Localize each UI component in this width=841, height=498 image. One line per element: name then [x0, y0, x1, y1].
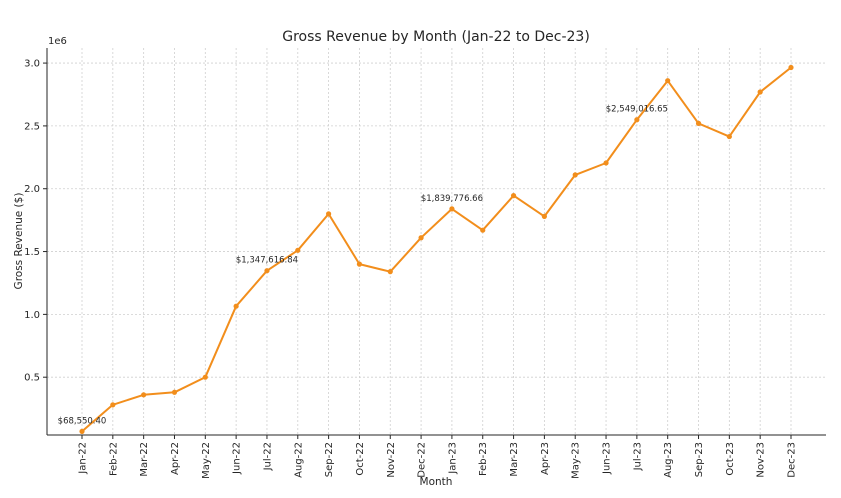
data-point	[726, 133, 732, 140]
data-point	[541, 213, 547, 219]
data-point	[480, 227, 486, 233]
data-point	[788, 64, 794, 71]
grid	[47, 48, 826, 435]
data-point	[264, 268, 270, 274]
x-tick-label: Oct-22	[355, 442, 366, 476]
data-point	[171, 389, 178, 395]
data-label: $1,839,776.66	[421, 194, 483, 204]
data-point	[603, 160, 609, 166]
data-point	[295, 247, 301, 253]
y-tick-label: 0.5	[24, 373, 40, 384]
x-tick-label: Dec-22	[417, 442, 428, 478]
data-point	[141, 392, 147, 398]
x-tick-label: Sep-22	[324, 442, 335, 477]
data-label: $1,347,616.84	[236, 256, 298, 266]
x-tick-label: Apr-23	[540, 442, 551, 475]
data-point	[449, 206, 455, 212]
x-tick-label: Oct-23	[725, 442, 736, 476]
x-tick-label: Nov-22	[386, 442, 397, 478]
axis-ticks: Jan-22 Feb-22 Mar-22 Apr-22 May-22 Jun-22 Jul-…	[24, 59, 797, 479]
series-revenue	[79, 64, 794, 435]
data-point	[634, 117, 640, 123]
x-tick-label: May-22	[201, 442, 212, 479]
x-tick-label: Jun-23	[602, 442, 613, 475]
y-axis-label: Gross Revenue ($)	[13, 193, 25, 290]
data-label: $68,550.40	[58, 416, 107, 426]
y-tick-label: 2.0	[24, 184, 40, 195]
data-point	[510, 193, 517, 199]
series-line	[81, 66, 792, 433]
x-axis-label: Month	[420, 476, 453, 488]
chart-title: Gross Revenue by Month (Jan-22 to Dec-23…	[282, 29, 590, 45]
x-tick-label: Sep-23	[694, 442, 705, 477]
x-tick-label: Feb-22	[108, 442, 119, 476]
data-point	[695, 120, 702, 126]
x-tick-label: Apr-22	[170, 442, 181, 475]
data-point	[326, 211, 332, 217]
data-label: $2,549,016.65	[606, 105, 668, 115]
x-tick-label: Aug-23	[663, 442, 674, 478]
data-point	[757, 89, 763, 95]
data-point	[665, 78, 671, 84]
x-tick-label: Jan-22	[78, 442, 89, 475]
y-offset-label: 1e6	[48, 36, 67, 47]
data-point	[387, 269, 393, 275]
x-tick-label: Nov-23	[756, 442, 767, 478]
x-tick-label: May-23	[571, 442, 582, 479]
data-point	[202, 374, 208, 380]
data-point	[79, 428, 85, 435]
data-point	[572, 172, 578, 178]
x-tick-label: Jun-22	[232, 442, 243, 475]
data-point	[233, 303, 239, 309]
y-tick-label: 1.0	[24, 310, 40, 321]
data-point	[418, 235, 424, 241]
x-tick-label: Aug-22	[293, 442, 304, 478]
x-tick-label: Mar-22	[139, 442, 150, 477]
annotations: $68,550.40 $1,347,616.84 $1,839,776.66 $2,5…	[58, 105, 668, 427]
y-tick-label: 1.5	[24, 247, 40, 258]
x-tick-label: Mar-23	[509, 442, 520, 477]
data-point	[110, 402, 116, 408]
x-tick-label: Feb-23	[478, 442, 489, 476]
x-tick-label: Jul-22	[262, 442, 273, 471]
x-tick-label: Dec-23	[787, 442, 798, 478]
y-tick-label: 2.5	[24, 121, 40, 132]
y-tick-label: 3.0	[24, 59, 40, 70]
data-point	[356, 261, 363, 267]
x-tick-label: Jul-23	[632, 442, 643, 471]
x-tick-label: Jan-23	[447, 442, 458, 475]
